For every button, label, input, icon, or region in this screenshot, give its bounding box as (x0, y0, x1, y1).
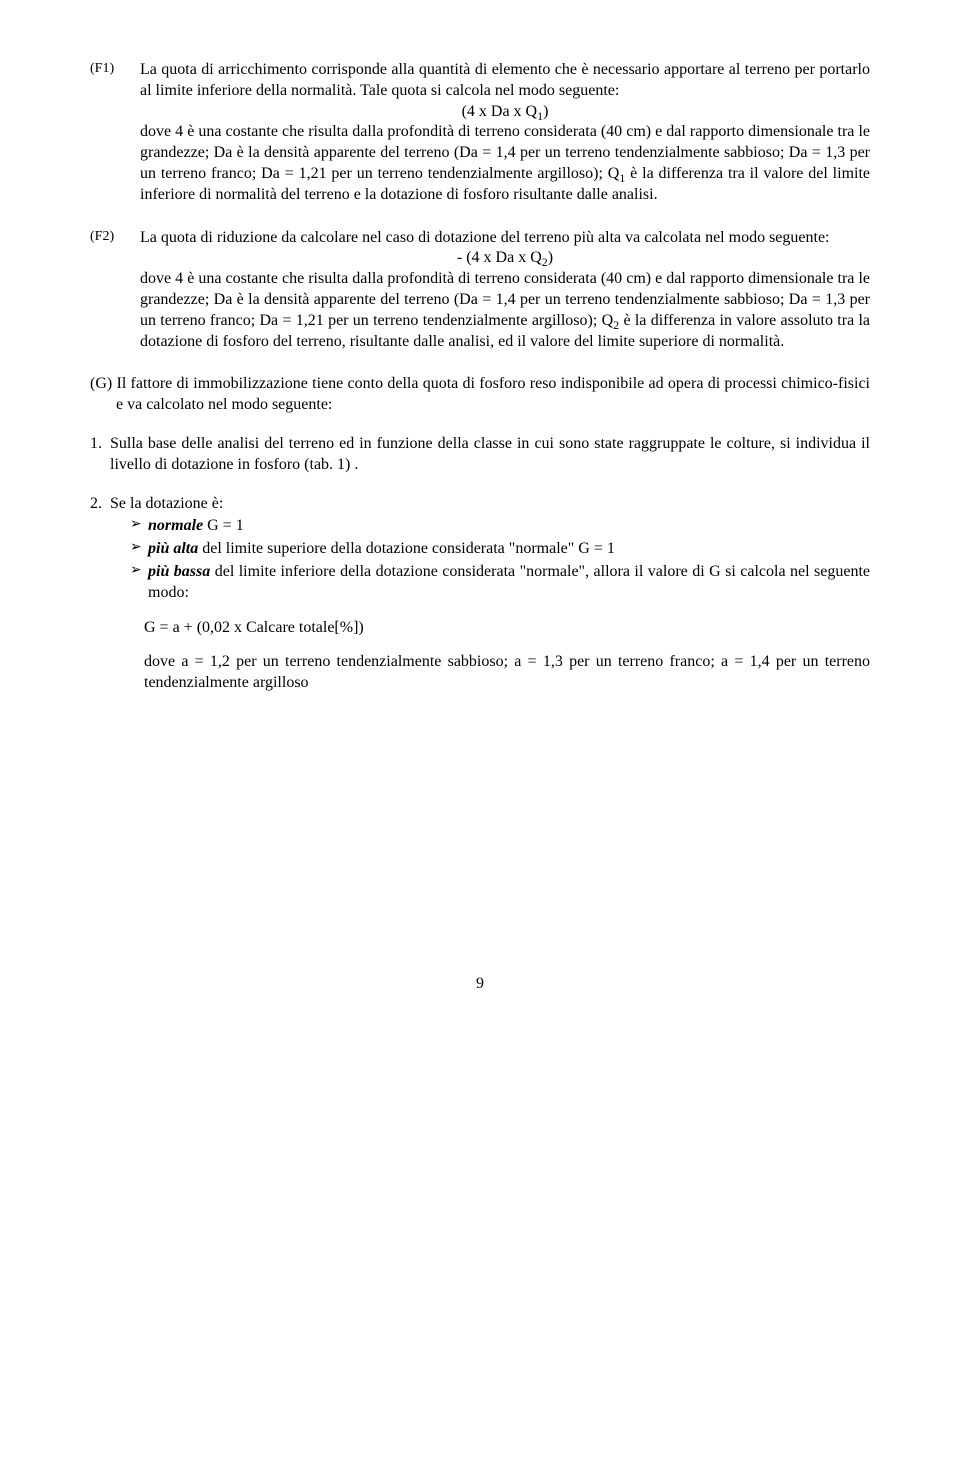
item-f1-label: (F1) (90, 60, 140, 206)
g-intro: (G) Il fattore di immobilizzazione tiene… (90, 374, 870, 416)
f2-formula: - (4 x Da x Q2) (140, 248, 870, 269)
g-item-2-lead: Se la dotazione è: (110, 494, 870, 515)
f2-para1: La quota di riduzione da calcolare nel c… (140, 228, 870, 249)
g-item-2: 2. Se la dotazione è: ➢ normale G = 1 ➢ … (90, 494, 870, 694)
bullet-piu-bassa: ➢ più bassa del limite inferiore della d… (130, 562, 870, 604)
g-item-1-text: Sulla base delle analisi del terreno ed … (110, 434, 870, 476)
bullet-text-1: più alta del limite superiore della dota… (148, 539, 870, 560)
f2-para2: dove 4 è una costante che risulta dalla … (140, 269, 870, 352)
item-f1-body: La quota di arricchimento corrisponde al… (140, 60, 870, 206)
g-item-2-num: 2. (90, 494, 110, 694)
g-item-2-bullets: ➢ normale G = 1 ➢ più alta del limite su… (110, 516, 870, 603)
bullet-text-0: normale G = 1 (148, 516, 870, 537)
item-f1: (F1) La quota di arricchimento corrispon… (90, 60, 870, 206)
f1-para1: La quota di arricchimento corrisponde al… (140, 60, 870, 102)
g-final: dove a = 1,2 per un terreno tendenzialme… (110, 652, 870, 694)
page-number: 9 (90, 974, 870, 995)
bullet-normale: ➢ normale G = 1 (130, 516, 870, 537)
bullet-arrow-icon: ➢ (130, 539, 148, 557)
f1-formula: (4 x Da x Q1) (140, 102, 870, 123)
g-item-2-body: Se la dotazione è: ➢ normale G = 1 ➢ più… (110, 494, 870, 694)
section-g: (G) Il fattore di immobilizzazione tiene… (90, 374, 870, 694)
item-f2-body: La quota di riduzione da calcolare nel c… (140, 228, 870, 353)
g-item-1-num: 1. (90, 434, 110, 476)
item-f2: (F2) La quota di riduzione da calcolare … (90, 228, 870, 353)
g-formula: G = a + (0,02 x Calcare totale[%]) (144, 618, 870, 639)
bullet-text-2: più bassa del limite inferiore della dot… (148, 562, 870, 604)
f1-para2: dove 4 è una costante che risulta dalla … (140, 122, 870, 205)
g-item-1: 1. Sulla base delle analisi del terreno … (90, 434, 870, 476)
item-f2-label: (F2) (90, 228, 140, 353)
bullet-piu-alta: ➢ più alta del limite superiore della do… (130, 539, 870, 560)
g-item-1-body: Sulla base delle analisi del terreno ed … (110, 434, 870, 476)
bullet-arrow-icon: ➢ (130, 562, 148, 580)
bullet-arrow-icon: ➢ (130, 516, 148, 534)
